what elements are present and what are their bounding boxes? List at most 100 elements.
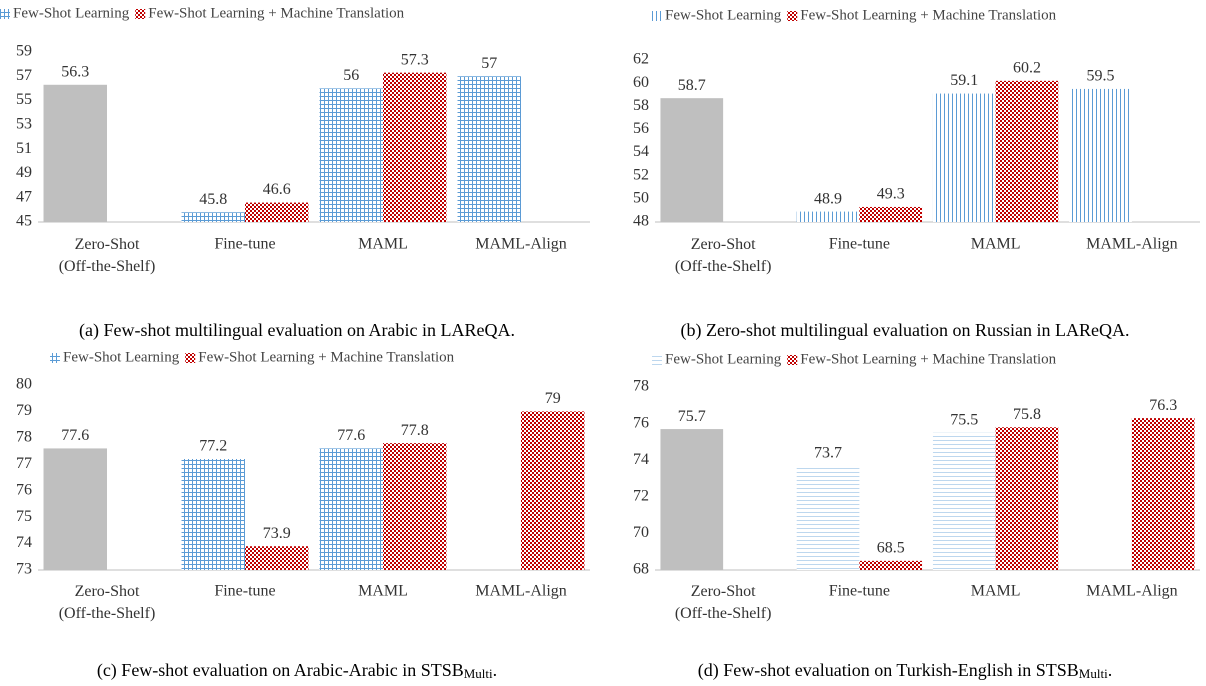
x-tick-label: MAML-Align xyxy=(475,236,567,253)
bar xyxy=(660,98,724,222)
legend-label: Few-Shot Learning + Machine Translation xyxy=(800,351,1056,367)
bar xyxy=(181,212,245,222)
bar xyxy=(319,88,383,222)
data-label: 77.6 xyxy=(61,427,89,444)
x-tick-label: Fine-tune xyxy=(214,236,275,253)
caption: (c) Few-shot evaluation on Arabic-Arabic… xyxy=(97,660,497,681)
legend-swatch xyxy=(0,9,10,19)
legend-label: Few-Shot Learning + Machine Translation xyxy=(800,7,1056,23)
bar xyxy=(43,84,107,223)
caption-end: . xyxy=(493,660,498,680)
y-tick-label: 58 xyxy=(633,97,649,114)
y-tick-label: 79 xyxy=(16,402,32,419)
x-tick-label: Zero-Shot (Off-the-Shelf) xyxy=(675,583,772,622)
y-tick-label: 49 xyxy=(16,164,32,181)
caption: (d) Few-shot evaluation on Turkish-Engli… xyxy=(698,660,1112,681)
x-tick-line: Zero-Shot xyxy=(75,236,140,253)
caption-subscript: Multi xyxy=(464,666,493,681)
data-label: 77.8 xyxy=(401,422,429,439)
x-tick-label: MAML xyxy=(358,236,408,253)
bar xyxy=(660,429,724,570)
legend-label: Few-Shot Learning xyxy=(665,7,782,23)
x-tick-label: MAML xyxy=(971,583,1021,600)
bar xyxy=(932,93,996,222)
data-label: 73.9 xyxy=(263,525,291,542)
bar xyxy=(245,546,309,570)
x-tick-line: (Off-the-Shelf) xyxy=(59,605,156,622)
y-tick-label: 47 xyxy=(16,188,32,205)
legend-swatch xyxy=(135,9,146,19)
bar xyxy=(995,80,1059,222)
data-label: 49.3 xyxy=(877,186,905,203)
x-tick-line: Zero-Shot xyxy=(691,236,756,253)
caption-text: (c) Few-shot evaluation on Arabic-Arabic… xyxy=(97,660,464,681)
data-label: 59.1 xyxy=(950,72,978,89)
legend-swatch xyxy=(50,353,60,363)
x-tick-line: Zero-Shot xyxy=(75,583,140,600)
x-tick-label: Zero-Shot (Off-the-Shelf) xyxy=(675,236,772,275)
bar xyxy=(181,459,245,570)
data-label: 57 xyxy=(481,55,497,72)
data-label: 56 xyxy=(343,67,359,84)
y-tick-label: 74 xyxy=(16,534,32,551)
caption-text: (d) Few-shot evaluation on Turkish-Engli… xyxy=(698,660,1079,681)
bar xyxy=(383,72,447,223)
x-tick-label: Fine-tune xyxy=(829,236,890,253)
bar xyxy=(521,411,585,570)
data-label: 48.9 xyxy=(814,190,842,207)
y-tick-label: 50 xyxy=(633,190,649,207)
legend-swatch xyxy=(652,355,662,365)
legend-label: Few-Shot Learning xyxy=(13,5,130,21)
x-tick-label: Fine-tune xyxy=(829,583,890,600)
x-tick-label: Zero-Shot (Off-the-Shelf) xyxy=(59,236,156,275)
x-tick-label: MAML-Align xyxy=(1086,583,1178,600)
legend-swatch xyxy=(787,11,798,21)
y-tick-label: 72 xyxy=(633,487,649,504)
caption: (b) Zero-shot multilingual evaluation on… xyxy=(681,320,1130,341)
legend-label: Few-Shot Learning xyxy=(665,351,782,367)
y-tick-label: 76 xyxy=(633,414,649,431)
data-label: 73.7 xyxy=(814,444,842,461)
bar xyxy=(932,432,996,570)
x-tick-line: (Off-the-Shelf) xyxy=(675,258,772,275)
y-tick-label: 45 xyxy=(16,213,32,230)
data-label: 46.6 xyxy=(263,181,291,198)
bar xyxy=(859,206,923,222)
y-tick-label: 78 xyxy=(16,429,32,446)
bar xyxy=(859,560,923,570)
caption-end: . xyxy=(1108,660,1113,680)
y-tick-label: 77 xyxy=(16,455,32,472)
x-tick-line: Zero-Shot xyxy=(691,583,756,600)
y-tick-label: 74 xyxy=(633,451,649,468)
y-tick-label: 70 xyxy=(633,524,649,541)
legend-label: Few-Shot Learning xyxy=(63,349,180,365)
data-label: 79 xyxy=(545,390,561,407)
x-tick-label: Fine-tune xyxy=(214,583,275,600)
data-label: 68.5 xyxy=(877,540,905,557)
bar xyxy=(245,202,309,222)
data-label: 77.2 xyxy=(199,438,227,455)
caption-text: (b) Zero-shot multilingual evaluation on… xyxy=(681,320,1130,341)
y-tick-label: 75 xyxy=(16,508,32,525)
x-tick-label: MAML xyxy=(358,583,408,600)
bar xyxy=(1131,418,1195,570)
data-label: 75.8 xyxy=(1013,406,1041,423)
data-label: 58.7 xyxy=(678,77,706,94)
bar xyxy=(995,427,1059,570)
bar xyxy=(43,448,107,570)
y-tick-label: 54 xyxy=(633,143,649,160)
bar xyxy=(457,76,521,223)
y-tick-label: 60 xyxy=(633,74,649,91)
legend-swatch xyxy=(185,353,196,363)
x-tick-label: MAML-Align xyxy=(1086,236,1178,253)
data-label: 59.5 xyxy=(1087,68,1115,85)
y-tick-label: 59 xyxy=(16,43,32,60)
data-label: 45.8 xyxy=(199,191,227,208)
y-tick-label: 57 xyxy=(16,67,32,84)
bar xyxy=(796,465,860,570)
y-tick-label: 48 xyxy=(633,213,649,230)
data-label: 75.7 xyxy=(678,408,706,425)
x-tick-line: (Off-the-Shelf) xyxy=(59,258,156,275)
bar xyxy=(1069,88,1132,222)
